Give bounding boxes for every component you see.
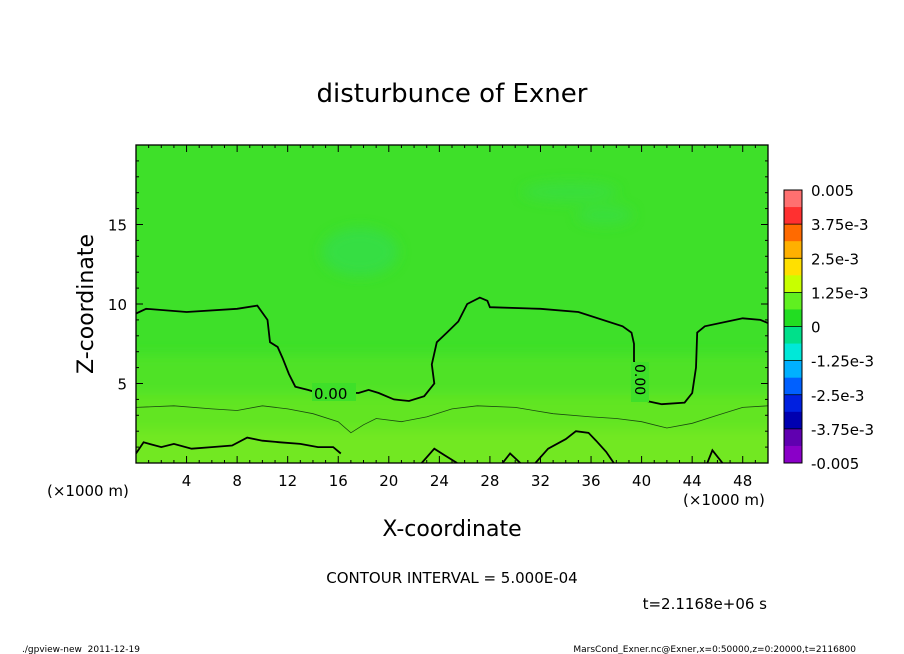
zero-contour-line (136, 296, 768, 406)
x-tick-label: 36 (581, 472, 600, 490)
x-tick-label: 40 (632, 472, 651, 490)
x-tick-label: 8 (232, 472, 242, 490)
footer-left: ./gpview-new 2011-12-19 (22, 645, 140, 654)
bottom-contour-line (501, 452, 521, 463)
colorbar-swatch (784, 343, 802, 362)
y-tick-label: 10 (108, 296, 127, 314)
plot-area: 0.00 0.00 (135, 144, 769, 464)
y-tick-label: 5 (117, 376, 127, 394)
colorbar-swatch (784, 258, 802, 276)
x-axis-label: X-coordinate (382, 517, 521, 542)
x-tick-label: 24 (430, 472, 449, 490)
colorbar-swatch (784, 377, 802, 396)
colorbar-label: 1.25e-3 (811, 284, 869, 302)
y-tick-label: 15 (108, 217, 127, 235)
contour-label: 0.00 (314, 385, 347, 403)
light-region (522, 182, 618, 202)
colorbar-swatch (784, 428, 802, 447)
bottom-contour-line (136, 436, 342, 455)
light-region (577, 205, 633, 225)
colorbar-swatch (784, 411, 802, 430)
colorbar-swatch (784, 275, 802, 293)
bottom-contour-line (534, 430, 615, 463)
colorbar-label: -3.75e-3 (811, 421, 874, 439)
bottom-contour-line (706, 448, 724, 463)
colorbar-swatch (784, 292, 802, 310)
x-tick-label: 32 (531, 472, 550, 490)
chart-title: disturbunce of Exner (317, 79, 588, 109)
time-text: t=2.1168e+06 s (643, 595, 768, 613)
colorbar-swatch (784, 445, 802, 464)
colorbar-label: 3.75e-3 (811, 216, 869, 234)
bottom-contour-line (421, 447, 458, 463)
colorbar-label: 2.5e-3 (811, 250, 859, 268)
contour-interval-text: CONTOUR INTERVAL = 5.000E-04 (326, 569, 577, 587)
colorbar-swatch (784, 190, 802, 208)
colorbar: 0.005 3.75e-3 2.5e-3 1.25e-3 0 -1.25e-3 -2.5e-… (783, 182, 874, 473)
colorbar-swatch (784, 309, 802, 327)
x-tick-label: 4 (182, 472, 192, 490)
colorbar-swatch (784, 326, 802, 345)
light-region (322, 228, 398, 276)
colorbar-swatch (784, 207, 802, 225)
x-tick-label: 44 (683, 472, 702, 490)
colorbar-label: 0.005 (811, 182, 854, 200)
x-unit-left: (×1000 m) (47, 482, 129, 500)
colorbar-swatch (784, 241, 802, 259)
y-axis-label: Z-coordinate (74, 234, 99, 374)
x-axis: 4 8 12 16 20 24 28 32 36 40 44 48 (148, 145, 756, 490)
colorbar-label: -0.005 (811, 455, 859, 473)
x-tick-label: 48 (733, 472, 752, 490)
colorbar-swatch (784, 360, 802, 379)
footer-right: MarsCond_Exner.nc@Exner,x=0:50000,z=0:20… (573, 645, 856, 654)
colorbar-swatch (784, 394, 802, 413)
contour-label-vertical: 0.00 (631, 364, 647, 395)
x-unit-right: (×1000 m) (683, 491, 765, 509)
x-tick-label: 16 (329, 472, 348, 490)
lower-band (136, 430, 768, 463)
contour-label-bg (631, 362, 649, 402)
x-tick-label: 28 (480, 472, 499, 490)
colorbar-swatch (784, 224, 802, 242)
contour-line-thin (136, 405, 768, 434)
colorbar-label: -2.5e-3 (811, 387, 864, 405)
y-axis: 5 10 15 (108, 160, 768, 448)
colorbar-label: -1.25e-3 (811, 353, 874, 371)
x-tick-label: 20 (379, 472, 398, 490)
colorbar-label: 0 (811, 319, 821, 337)
x-tick-label: 12 (278, 472, 297, 490)
contour-label-bg (312, 383, 356, 401)
